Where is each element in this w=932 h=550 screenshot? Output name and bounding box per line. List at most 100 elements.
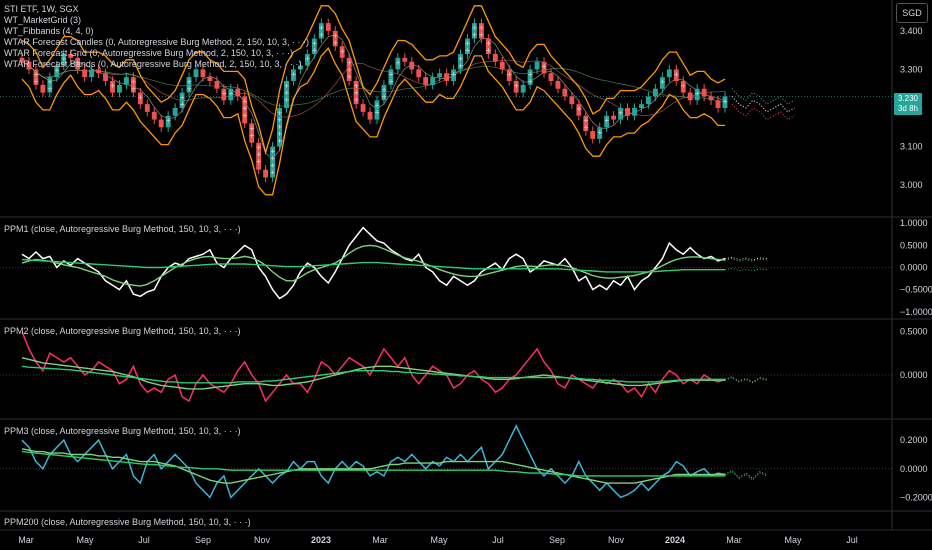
time-tick-label: May [430, 535, 448, 545]
osc-tick-label: 0.5000 [900, 327, 928, 337]
candle-body [325, 23, 331, 31]
time-tick-label: Nov [254, 535, 271, 545]
candle-body [130, 77, 136, 93]
osc-tick-label: −0.5000 [900, 285, 932, 295]
grid-cross: + [284, 81, 289, 91]
candle-body [346, 57, 352, 81]
candle-body [478, 23, 484, 39]
candle-body [19, 57, 25, 62]
grid-cross: + [180, 100, 185, 110]
osc-tick-label: 1.0000 [900, 218, 928, 228]
grid-cross: + [33, 76, 38, 86]
overlay-fibbands[interactable]: WT_Fibbands (4, 4, 0) [4, 26, 94, 36]
grid-cross: + [458, 61, 463, 71]
grid-cross: + [354, 88, 359, 98]
candle-body [423, 77, 429, 85]
candle-body [68, 54, 74, 58]
grid-cross: + [61, 54, 66, 64]
overlay-forecast-bands[interactable]: WTAR Forecast Bands (0, Autoregressive B… [4, 59, 302, 69]
grid-cross: + [47, 84, 52, 94]
grid-cross: + [465, 46, 470, 56]
overlay-marketgrid[interactable]: WT_MarketGrid (3) [4, 15, 82, 25]
time-tick-label: Mar [372, 535, 388, 545]
upper-band [21, 5, 726, 155]
grid-cross: + [381, 85, 386, 95]
grid-cross: + [312, 39, 317, 49]
candle-body [96, 69, 102, 74]
grid-cross: + [354, 81, 359, 91]
grid-cross: + [249, 123, 254, 133]
osc-tick-label: 0.0000 [900, 263, 928, 273]
candle-body [214, 81, 220, 89]
candle-body [339, 46, 345, 58]
overlay-forecast-grid[interactable]: WTAR Forecast Grid (0, Autoregressive Bu… [4, 48, 293, 58]
candle-body [513, 81, 519, 93]
candle-body [367, 111, 373, 120]
candle-body [597, 127, 603, 139]
candle-body [520, 84, 526, 93]
grid-cross: + [256, 157, 261, 167]
candle-body [165, 115, 171, 128]
osc-forecast [724, 377, 767, 384]
ppm2-legend[interactable]: PPM2 (close, Autoregressive Burg Method,… [4, 326, 241, 336]
price-tick-label: 3.100 [900, 142, 923, 152]
grid-cross: + [583, 116, 588, 126]
candle-body [47, 77, 53, 93]
grid-cross: + [347, 65, 352, 75]
candle-body [444, 73, 450, 81]
grid-cross: + [479, 30, 484, 40]
candle-body [75, 57, 81, 70]
grid-cross: + [166, 116, 171, 126]
ppm3-legend[interactable]: PPM3 (close, Autoregressive Burg Method,… [4, 426, 241, 436]
price-tick-label: 3.300 [900, 64, 923, 74]
osc-tick-label: −1.0000 [900, 307, 932, 317]
osc-forecast [724, 267, 767, 272]
osc-series-line [21, 448, 725, 484]
candle-body [409, 61, 415, 70]
ppm200-legend[interactable]: PPM200 (close, Autoregressive Burg Metho… [4, 517, 251, 527]
candle-body [388, 69, 394, 85]
ppm1-legend[interactable]: PPM1 (close, Autoregressive Burg Method,… [4, 224, 241, 234]
time-tick-label: Nov [608, 535, 625, 545]
grid-cross: + [284, 95, 289, 105]
candle-body [179, 92, 185, 108]
candle-body [353, 81, 359, 105]
time-tick-label: Mar [726, 535, 742, 545]
grid-cross: + [507, 69, 512, 79]
grid-cross: + [618, 108, 623, 118]
grid-cross: + [388, 69, 393, 79]
osc-tick-label: 0.0000 [900, 370, 928, 380]
candle-body [437, 73, 443, 78]
overlay-forecast-candles[interactable]: WTAR Forecast Candles (0, Autoregressive… [4, 37, 309, 47]
grid-cross: + [472, 23, 477, 33]
candle-body [270, 146, 276, 178]
candle-body [172, 108, 178, 116]
osc-series-line [21, 365, 725, 384]
grid-cross: + [347, 58, 352, 68]
candle-body [499, 61, 505, 70]
candle-body [548, 73, 554, 81]
time-tick-label: May [76, 535, 94, 545]
candle-body [304, 54, 310, 66]
osc-forecast [724, 469, 767, 480]
candle-body [458, 54, 463, 70]
candle-body [576, 104, 582, 116]
grid-cross: + [528, 76, 533, 86]
grid-cross: + [54, 66, 59, 76]
candle-body [54, 65, 60, 78]
candle-body [680, 81, 686, 93]
grid-cross: + [347, 72, 352, 82]
grid-cross: + [723, 96, 728, 106]
price-tick-label: 3.400 [900, 26, 923, 36]
symbol-line[interactable]: STI ETF, 1W, SGX [4, 4, 79, 14]
grid-cross: + [576, 104, 581, 114]
grid-cross: + [131, 77, 136, 87]
candle-body [465, 38, 470, 54]
grid-cross: + [270, 154, 275, 164]
candle-body [228, 88, 234, 101]
forecast-line [731, 96, 795, 113]
grid-cross: + [256, 143, 261, 153]
grid-cross: + [277, 129, 282, 139]
osc-tick-label: 0.5000 [900, 240, 928, 250]
currency-button[interactable]: SGD [896, 3, 928, 23]
